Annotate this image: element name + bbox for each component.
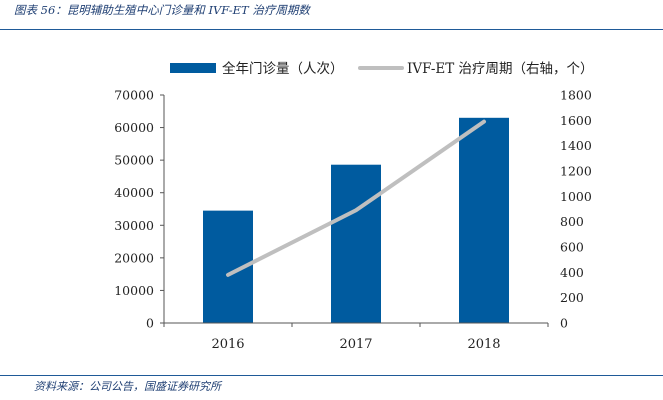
left-tick-label: 20000 [114,250,154,265]
legend-swatch-bar [170,63,216,73]
right-tick-label: 1400 [560,138,592,153]
ivf-et-line [226,119,486,277]
bar-2017 [331,164,381,323]
left-tick-label: 30000 [114,218,154,233]
right-tick-label: 800 [560,214,584,229]
right-tick-label: 1200 [560,164,592,179]
right-tick-label: 200 [560,290,584,305]
combo-chart: 全年门诊量（人次） IVF-ET 治疗周期（右轴，个） 0100002000030… [114,60,594,353]
right-tick-label: 1600 [560,113,592,128]
left-tick-label: 60000 [114,120,154,135]
legend-label-line: IVF-ET 治疗周期（右轴，个） [407,61,594,77]
right-tick-label: 600 [560,240,584,255]
left-tick-label: 70000 [114,88,154,103]
right-tick-label: 0 [560,316,568,331]
figure-caption: 图表 56：昆明辅助生殖中心门诊量和 IVF-ET 治疗周期数 [14,3,310,17]
x-tick-label: 2018 [467,337,500,352]
bar-series [203,117,509,323]
bottom-divider [0,375,663,376]
left-tick-label: 40000 [114,185,154,200]
left-tick-label: 0 [146,316,154,331]
right-tick-label: 1800 [560,88,592,103]
x-tick-label: 2017 [339,337,372,352]
x-tick-label: 2016 [211,337,244,352]
left-tick-label: 50000 [114,153,154,168]
right-tick-label: 400 [560,265,584,280]
legend-label-bar: 全年门诊量（人次） [222,60,344,77]
line-series [226,119,486,277]
bar-2018 [459,117,509,323]
chart-axes: 0 10000 20000 30000 40000 50000 60000 70000 0 200… [114,88,592,353]
right-tick-label: 1000 [560,189,592,204]
left-tick-label: 10000 [114,283,154,298]
chart-legend: 全年门诊量（人次） IVF-ET 治疗周期（右轴，个） [170,60,594,77]
top-divider [0,29,663,30]
source-note: 资料来源：公司公告，国盛证券研究所 [34,380,221,393]
